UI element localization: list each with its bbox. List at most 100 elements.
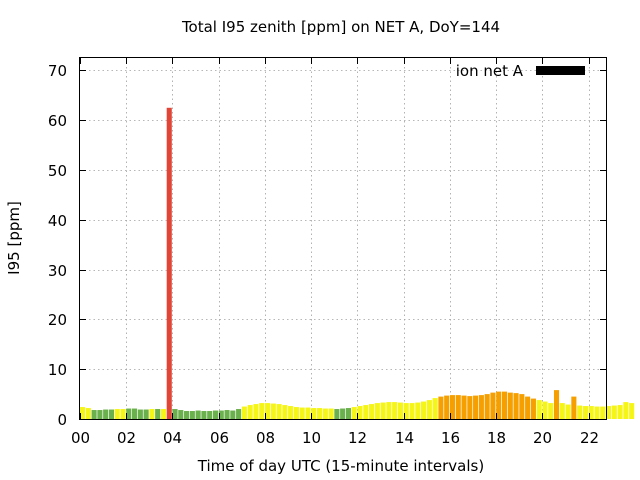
bar: [536, 400, 542, 419]
bar: [513, 393, 519, 419]
bar: [299, 407, 305, 419]
bar: [501, 391, 508, 419]
bar: [149, 409, 155, 419]
bar: [178, 410, 184, 419]
legend: ion net A: [456, 62, 585, 80]
x-tick-label: 22: [580, 429, 599, 447]
x-tick-label: 20: [533, 429, 552, 447]
bar: [577, 405, 583, 419]
bar: [565, 404, 571, 419]
bar: [542, 401, 548, 419]
bar: [432, 398, 438, 419]
bar: [478, 395, 484, 419]
bar: [473, 395, 479, 419]
bar: [345, 408, 351, 419]
bar: [611, 405, 617, 419]
bar: [224, 410, 230, 419]
chart-title: Total I95 zenith [ppm] on NET A, DoY=144: [181, 18, 500, 36]
bar: [426, 400, 432, 419]
bar: [582, 406, 588, 419]
y-tick-label: 20: [48, 311, 67, 329]
bar: [103, 409, 109, 419]
x-tick-label: 16: [441, 429, 460, 447]
bar: [114, 409, 120, 419]
bar: [461, 395, 467, 419]
x-tick-label: 14: [395, 429, 414, 447]
bar: [195, 410, 201, 419]
bar: [594, 406, 600, 419]
bar: [311, 408, 317, 419]
bar: [334, 409, 340, 419]
y-tick-label: 10: [48, 361, 67, 379]
bar: [600, 406, 606, 419]
y-tick-label: 0: [57, 411, 67, 429]
x-tick-label: 04: [163, 429, 182, 447]
bar: [91, 410, 97, 419]
x-tick-label: 00: [71, 429, 90, 447]
bar: [236, 409, 242, 419]
bar: [496, 391, 502, 419]
bar: [444, 395, 450, 419]
bar: [247, 405, 253, 419]
bar: [438, 396, 444, 419]
bar: [184, 411, 190, 419]
bar: [623, 402, 629, 419]
bar: [403, 403, 409, 419]
bar: [108, 409, 114, 419]
y-tick-label: 70: [48, 62, 67, 80]
bar: [357, 406, 363, 419]
bar: [363, 405, 369, 419]
bar: [455, 395, 461, 419]
y-tick-label: 60: [48, 112, 67, 130]
bar: [606, 406, 612, 419]
bar: [490, 392, 496, 419]
bar: [559, 403, 565, 419]
bar: [588, 406, 594, 419]
bar: [282, 405, 288, 419]
bar: [525, 396, 531, 419]
bar: [617, 405, 623, 419]
bar: [571, 396, 577, 419]
bar: [97, 410, 103, 419]
bar: [212, 410, 219, 419]
bar: [80, 407, 86, 419]
y-tick-label: 50: [48, 162, 67, 180]
x-tick-label: 18: [487, 429, 506, 447]
bar: [629, 403, 635, 419]
bar: [421, 401, 427, 419]
bar: [207, 411, 213, 419]
bar: [484, 394, 490, 419]
bar: [270, 403, 276, 419]
x-tick-label: 02: [117, 429, 136, 447]
bar: [467, 396, 473, 419]
bar: [132, 408, 138, 419]
bar: [409, 403, 415, 419]
bar: [126, 408, 132, 419]
legend-swatch: [536, 66, 585, 75]
bar: [259, 403, 265, 419]
bar: [172, 409, 178, 419]
x-axis-label: Time of day UTC (15-minute intervals): [197, 457, 484, 475]
bar: [201, 411, 207, 419]
bar: [415, 402, 421, 419]
bar: [160, 409, 167, 419]
x-tick-label: 06: [210, 429, 229, 447]
bar: [241, 406, 247, 419]
axis-ticks: 0 10 20 30 40 50 60 70 00 02 04 06 08 10 12 14 16 18 20 22: [48, 58, 606, 447]
bar: [85, 408, 91, 419]
bar: [137, 409, 143, 419]
bar: [155, 409, 161, 419]
bar: [449, 395, 456, 419]
bar: [276, 404, 282, 419]
bar: [380, 402, 386, 419]
bar: [548, 403, 554, 419]
bar: [264, 403, 271, 419]
bar: [143, 409, 149, 419]
legend-label: ion net A: [456, 62, 524, 80]
bar: [374, 403, 380, 419]
bar: [253, 404, 259, 419]
bar: [120, 409, 126, 419]
bar: [322, 408, 328, 419]
bar: [305, 407, 311, 419]
bar: [553, 390, 560, 419]
